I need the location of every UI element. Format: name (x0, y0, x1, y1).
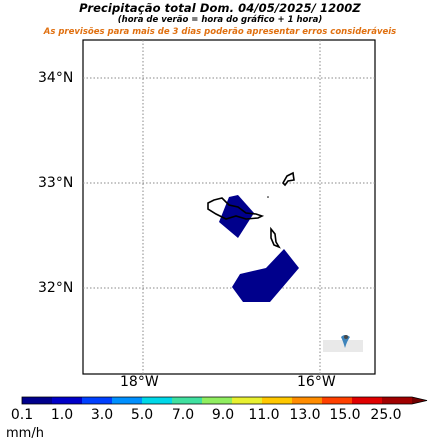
lat-label-34n: 34°N (38, 70, 74, 86)
colorbar-label: 3.0 (90, 407, 114, 423)
colorbar-segment (172, 397, 203, 404)
coast-tiny-islet (267, 196, 269, 198)
colorbar-segment (232, 397, 263, 404)
colorbar-label: 5.0 (130, 407, 154, 423)
colorbar-label: 11.0 (248, 407, 280, 423)
colorbar-label: 15.0 (329, 407, 361, 423)
colorbar-segment (262, 397, 293, 404)
precip-area-south (232, 249, 299, 302)
colorbar-segment (22, 397, 53, 404)
colorbar-segment (382, 397, 413, 404)
forecast-warning: As previsões para mais de 3 dias poderão… (43, 27, 397, 37)
colorbar (21, 396, 428, 405)
colorbar-label: 9.0 (211, 407, 235, 423)
colorbar-segment (142, 397, 173, 404)
colorbar-extend-arrow (412, 397, 427, 404)
colorbar-segment (82, 397, 113, 404)
map-title: Precipitação total Dom. 04/05/2025/ 1200… (79, 1, 361, 15)
colorbar-label: 25.0 (370, 407, 402, 423)
colorbar-unit: mm/h (6, 426, 44, 441)
lat-label-32n: 32°N (38, 280, 74, 296)
lon-label-16w: 16°W (297, 374, 336, 390)
colorbar-segment (112, 397, 143, 404)
lon-label-18w: 18°W (120, 374, 159, 390)
colorbar-segment (352, 397, 383, 404)
coastlines (207, 171, 295, 249)
colorbar-segment (322, 397, 353, 404)
coast-small-island (270, 226, 281, 249)
colorbar-outline (21, 396, 428, 405)
colorbar-segment (292, 397, 323, 404)
colorbar-label: 1.0 (50, 407, 74, 423)
map-subtitle: (hora de verão = hora do gráfico + 1 hor… (117, 15, 323, 25)
colorbar-label: 0.1 (10, 407, 34, 423)
weather-logo (323, 335, 363, 352)
colorbar-label: 13.0 (289, 407, 321, 423)
colorbar-label: 7.0 (171, 407, 195, 423)
colorbar-segment (202, 397, 233, 404)
coast-main-island (207, 197, 265, 220)
lat-label-33n: 33°N (38, 175, 74, 191)
coast-northeast-islet (282, 171, 295, 187)
colorbar-segment (52, 397, 83, 404)
